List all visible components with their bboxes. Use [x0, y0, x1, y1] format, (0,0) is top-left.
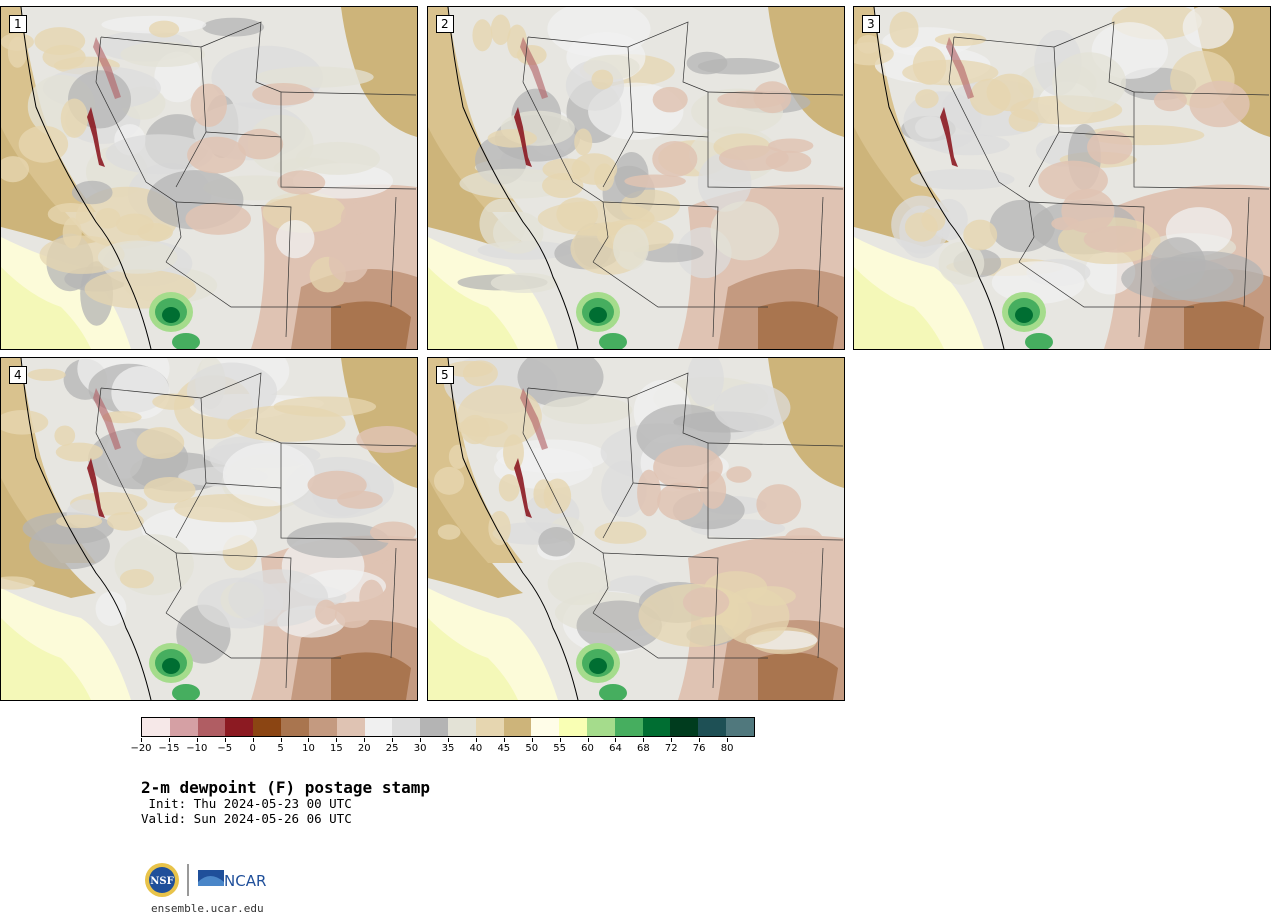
colorbar-swatch-5: [281, 718, 309, 736]
chart-title: 2-m dewpoint (F) postage stamp: [141, 778, 430, 797]
colorbar-swatch-7: [336, 718, 365, 736]
ncar-logo-icon: NCAR: [198, 870, 266, 890]
website-link[interactable]: ensemble.ucar.edu: [151, 902, 264, 915]
colorbar-swatch-11: [447, 718, 476, 736]
colorbar-tick-label: −20: [130, 743, 152, 754]
colorbar-tick-label: 64: [609, 743, 622, 754]
dewpoint-map: [854, 7, 1270, 349]
colorbar-tick-label: 45: [497, 743, 511, 754]
colorbar-swatch-6: [308, 718, 337, 736]
stamp-number-label: 3: [862, 15, 880, 33]
stamp-number-label: 2: [436, 15, 454, 33]
colorbar-tick-mark: [615, 738, 617, 742]
stamp-panel-5: 5: [427, 357, 845, 701]
colorbar-tick-label: 50: [525, 743, 539, 754]
colorbar-tick-mark: [531, 738, 533, 742]
colorbar-swatch-9: [392, 718, 421, 736]
colorbar-swatch-10: [420, 718, 448, 736]
colorbar-swatch-20: [698, 718, 727, 736]
colorbar-tick-mark: [643, 738, 645, 742]
colorbar-tick-mark: [364, 738, 366, 742]
colorbar-tick-mark: [420, 738, 422, 742]
colorbar-tick-label: 35: [441, 743, 455, 754]
stamp-number-label: 4: [9, 366, 27, 384]
colorbar-tick-label: 10: [302, 743, 315, 754]
colorbar-tick-mark: [141, 738, 142, 742]
colorbar-tick-label: 55: [553, 743, 566, 754]
nsf-logo-icon: NSF: [145, 863, 179, 897]
colorbar-tick-mark: [559, 738, 561, 742]
colorbar-swatch-14: [531, 718, 560, 736]
colorbar-swatch-3: [225, 718, 254, 736]
colorbar-ticks: −20 −15 −10 −5 0 5 10 15 20 25 30 35 40 45 50 55 60 64 68 7…: [130, 738, 755, 758]
colorbar-tick-mark: [699, 738, 701, 742]
dewpoint-map: [428, 7, 844, 349]
stamp-number-label: 1: [9, 15, 27, 33]
dewpoint-map: [428, 358, 844, 700]
colorbar-tick-label: −10: [186, 743, 208, 754]
colorbar-tick-label: 68: [636, 743, 650, 754]
dewpoint-map: [1, 358, 417, 700]
colorbar-tick-label: 80: [720, 743, 734, 754]
colorbar-tick-mark: [252, 738, 254, 742]
colorbar-tick-mark: [587, 738, 589, 742]
colorbar-swatch-8: [364, 718, 393, 736]
colorbar-swatch-15: [559, 718, 587, 736]
colorbar-tick-label: 60: [581, 743, 594, 754]
stamp-panel-3: 3: [853, 6, 1271, 350]
colorbar-tick-mark: [308, 738, 310, 742]
colorbar-tick-mark: [727, 738, 729, 742]
stamp-panel-2: 2: [427, 6, 845, 350]
colorbar-tick-label: 25: [385, 743, 399, 754]
colorbar-tick-mark: [336, 738, 338, 742]
colorbar-tick-mark: [196, 738, 198, 742]
colorbar-swatch-12: [475, 718, 504, 736]
colorbar: [141, 717, 755, 737]
colorbar-swatch-0: [142, 718, 170, 736]
colorbar-tick-mark: [671, 738, 673, 742]
stamp-number-label: 5: [436, 366, 454, 384]
colorbar-tick-label: 15: [329, 743, 343, 754]
colorbar-tick-label: 5: [277, 743, 284, 754]
stamp-panel-4: 4: [0, 357, 418, 701]
colorbar-tick-mark: [224, 738, 226, 742]
init-time: Init: Thu 2024-05-23 00 UTC: [141, 796, 352, 811]
colorbar-tick-label: 72: [664, 743, 678, 754]
colorbar-tick-label: 30: [413, 743, 427, 754]
stamp-panel-1: 1: [0, 6, 418, 350]
colorbar-tick-label: 40: [469, 743, 483, 754]
colorbar-tick-mark: [448, 738, 449, 742]
colorbar-swatch-18: [642, 718, 671, 736]
colorbar-tick-label: 20: [357, 743, 371, 754]
logos: NSF NCAR: [144, 860, 274, 904]
svg-text:NSF: NSF: [150, 876, 173, 887]
colorbar-swatch-4: [253, 718, 282, 736]
colorbar-tick-mark: [392, 738, 394, 742]
colorbar-swatch-13: [503, 718, 532, 736]
colorbar-tick-mark: [475, 738, 477, 742]
colorbar-swatch-19: [670, 718, 699, 736]
colorbar-swatch-16: [587, 718, 615, 736]
colorbar-tick-label: 0: [249, 743, 256, 754]
colorbar-swatch-1: [169, 718, 198, 736]
colorbar-tick-mark: [168, 738, 170, 742]
colorbar-tick-mark: [503, 738, 505, 742]
valid-time: Valid: Sun 2024-05-26 06 UTC: [141, 811, 352, 826]
colorbar-swatch-17: [614, 718, 643, 736]
dewpoint-map: [1, 7, 417, 349]
colorbar-tick-label: 76: [692, 743, 706, 754]
svg-text:NCAR: NCAR: [224, 872, 266, 890]
colorbar-swatch-21: [726, 718, 754, 736]
colorbar-tick-label: −15: [158, 743, 180, 754]
colorbar-swatch-2: [197, 718, 226, 736]
colorbar-tick-mark: [280, 738, 282, 742]
colorbar-tick-label: −5: [217, 743, 233, 754]
